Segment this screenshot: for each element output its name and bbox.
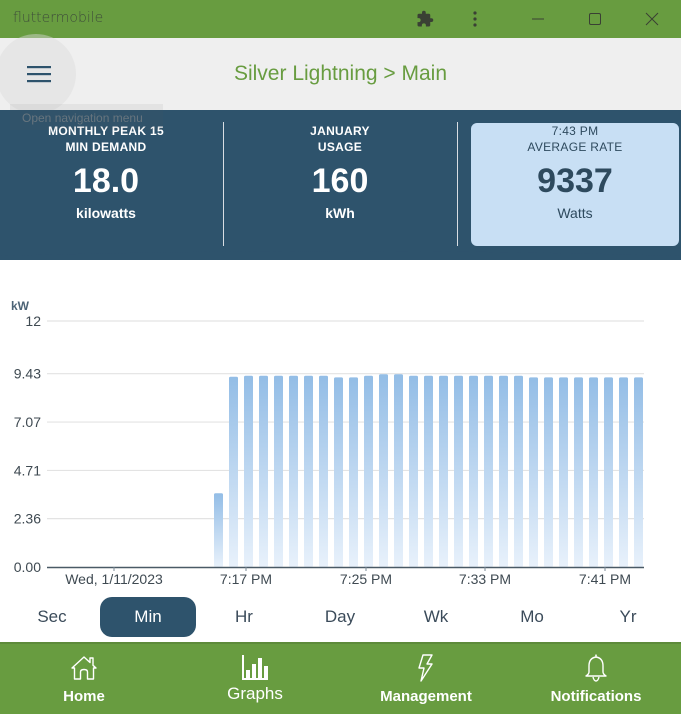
tab-yr[interactable]: Yr [619, 607, 637, 626]
close-icon[interactable] [642, 9, 662, 29]
chart-bar[interactable] [259, 375, 268, 567]
tab-mo[interactable]: Mo [520, 607, 544, 626]
lightning-icon [418, 654, 433, 682]
chart-bar[interactable] [334, 377, 343, 567]
chart-bar[interactable] [394, 374, 403, 567]
extensions-puzzle-icon[interactable] [415, 9, 435, 29]
y-tick-label: 7.07 [14, 414, 41, 430]
stat-divider [223, 122, 224, 246]
nav-label: Home [63, 688, 105, 705]
chart-bar[interactable] [214, 493, 223, 567]
y-tick-label: 9.43 [14, 366, 41, 382]
stat-label-line2: USAGE [317, 140, 363, 154]
nav-label: Notifications [550, 688, 642, 705]
stat-unit: Watts [557, 205, 593, 221]
nav-graphs[interactable]: Graphs [205, 644, 305, 714]
chart-bar[interactable] [574, 377, 583, 567]
x-tick-label: 7:17 PM [220, 571, 272, 587]
tab-sec[interactable]: Sec [37, 607, 67, 626]
bar-chart: kW 0.00 2.36 4.71 7.07 9.43 12 Wed, 1/11/2023 7:… [11, 299, 644, 587]
tab-day[interactable]: Day [324, 607, 356, 626]
bar-chart-icon [242, 655, 268, 680]
navigation-menu-button[interactable] [0, 34, 78, 114]
chart-bar[interactable] [499, 375, 508, 567]
x-tick-label: 7:33 PM [459, 571, 511, 587]
chart-bar[interactable] [634, 377, 643, 567]
stat-label-line1: JANUARY [310, 124, 370, 138]
nav-label: Management [380, 688, 472, 705]
chart-bar[interactable] [289, 375, 298, 567]
chart-bar[interactable] [454, 375, 463, 567]
stat-unit: kilowatts [76, 205, 136, 221]
chart-bar[interactable] [619, 377, 628, 567]
maximize-icon[interactable] [585, 9, 605, 29]
window-title: fluttermobile [13, 10, 104, 26]
more-vert-icon[interactable] [465, 9, 485, 29]
chart-bar[interactable] [379, 374, 388, 567]
stat-label-line1: MONTHLY PEAK 15 [48, 124, 164, 138]
chart-bar[interactable] [364, 375, 373, 567]
x-tick-label: Wed, 1/11/2023 [65, 571, 163, 587]
window-titlebar: fluttermobile [0, 0, 681, 38]
stats-panel: MONTHLY PEAK 15 MIN DEMAND 18.0 kilowatt… [0, 110, 681, 260]
y-tick-label: 0.00 [14, 559, 41, 575]
y-axis-unit: kW [11, 299, 30, 313]
stat-value: 9337 [537, 162, 613, 200]
bell-icon [585, 654, 607, 682]
chart-bar[interactable] [484, 375, 493, 567]
y-tick-label: 2.36 [14, 511, 41, 527]
chart-bar[interactable] [349, 377, 358, 567]
page-title: Silver Lightning > Main [233, 62, 448, 85]
time-range-tabs: Sec Min Hr Day Wk Mo Yr [0, 596, 681, 638]
chart-bar[interactable] [409, 375, 418, 567]
x-tick-label: 7:25 PM [340, 571, 392, 587]
chart-bar[interactable] [559, 377, 568, 567]
chart-bar[interactable] [529, 377, 538, 567]
tab-wk[interactable]: Wk [423, 607, 449, 626]
stat-label-line2: AVERAGE RATE [527, 140, 623, 154]
stat-average-rate[interactable]: 7:43 PM AVERAGE RATE 9337 Watts [471, 123, 679, 246]
nav-notifications[interactable]: Notifications [546, 644, 646, 714]
bottom-navigation: Home Graphs Management Notifications [0, 642, 681, 714]
nav-home[interactable]: Home [34, 644, 134, 714]
chart-bar[interactable] [274, 375, 283, 567]
chart-bar[interactable] [514, 375, 523, 567]
tab-min[interactable]: Min [100, 597, 196, 637]
hamburger-icon [27, 66, 51, 83]
usage-chart[interactable]: kW 0.00 2.36 4.71 7.07 9.43 12 Wed, 1/11/2023 7:… [0, 290, 681, 590]
stat-label-line1: 7:43 PM [551, 124, 599, 138]
menu-tooltip: Open navigation menu [10, 104, 163, 130]
stat-divider [457, 122, 458, 246]
chart-bar[interactable] [319, 375, 328, 567]
header-curve [0, 250, 681, 256]
y-tick-label: 12 [25, 313, 41, 329]
chart-bar[interactable] [604, 377, 613, 567]
stat-monthly-usage: JANUARY USAGE 160 kWh [230, 110, 450, 263]
x-tick-label: 7:41 PM [579, 571, 631, 587]
nav-management[interactable]: Management [370, 644, 482, 714]
chart-bar[interactable] [469, 375, 478, 567]
stat-value: 160 [311, 162, 369, 200]
stat-value: 18.0 [72, 162, 140, 200]
chart-bar[interactable] [424, 375, 433, 567]
stat-monthly-peak: MONTHLY PEAK 15 MIN DEMAND 18.0 kilowatt… [0, 110, 212, 263]
chart-bar[interactable] [589, 377, 598, 567]
chart-bar[interactable] [544, 377, 553, 567]
minimize-icon[interactable] [528, 9, 548, 29]
chart-bar[interactable] [229, 376, 238, 567]
chart-bar[interactable] [304, 375, 313, 567]
stat-label-line2: MIN DEMAND [65, 140, 147, 154]
stat-unit: kWh [325, 205, 355, 221]
chart-bar[interactable] [439, 375, 448, 567]
y-tick-label: 4.71 [14, 462, 41, 478]
nav-label: Graphs [227, 684, 283, 703]
tab-hr[interactable]: Hr [235, 607, 253, 626]
home-icon [71, 656, 97, 680]
chart-bar[interactable] [244, 375, 253, 567]
app-bar: Silver Lightning > Main [0, 34, 681, 114]
